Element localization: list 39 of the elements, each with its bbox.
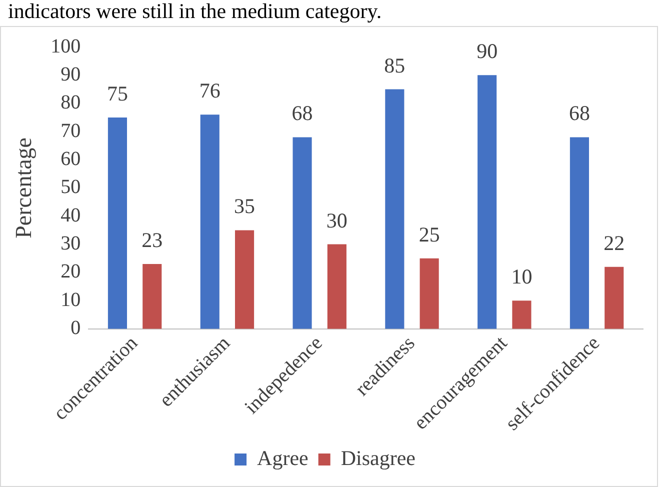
bar	[108, 117, 128, 329]
legend-label: Agree	[257, 446, 308, 470]
data-label: 68	[292, 101, 313, 126]
bar	[512, 300, 532, 329]
y-tick-label: 80	[60, 92, 81, 114]
data-label: 75	[106, 81, 128, 106]
bar	[292, 137, 312, 329]
bar	[385, 89, 404, 329]
y-tick-label: 30	[60, 232, 81, 255]
data-label: 90	[476, 39, 498, 64]
y-tick-label: 60	[60, 148, 81, 170]
text: indicators were still in the medium category.	[7, 0, 383, 24]
y-tick-label: 100	[50, 35, 81, 58]
bar	[570, 137, 590, 329]
y-tick-label: 40	[60, 204, 81, 226]
data-label: 35	[234, 194, 256, 218]
bar	[478, 75, 497, 329]
data-label: 30	[326, 208, 348, 232]
data-label: 22	[604, 230, 625, 255]
y-tick-label: 20	[60, 260, 81, 283]
y-tick-label: 50	[60, 176, 81, 198]
y-tick-label: 0	[70, 317, 81, 340]
data-label: 85	[384, 53, 406, 78]
y-axis-title: Percentage	[10, 137, 36, 238]
legend-label: Disagree	[340, 446, 416, 470]
data-label: 76	[199, 78, 220, 103]
bar	[420, 258, 439, 329]
data-label: 23	[142, 228, 163, 252]
data-label: 10	[511, 264, 532, 289]
data-label: 25	[418, 222, 440, 246]
bar	[142, 264, 162, 329]
bar	[200, 114, 220, 329]
y-tick-label: 90	[60, 63, 81, 86]
bar	[327, 244, 346, 329]
y-tick-label: 70	[60, 120, 81, 142]
bar	[234, 230, 254, 329]
bar	[604, 266, 624, 329]
data-label: 68	[568, 101, 590, 126]
y-tick-label: 10	[60, 288, 81, 311]
